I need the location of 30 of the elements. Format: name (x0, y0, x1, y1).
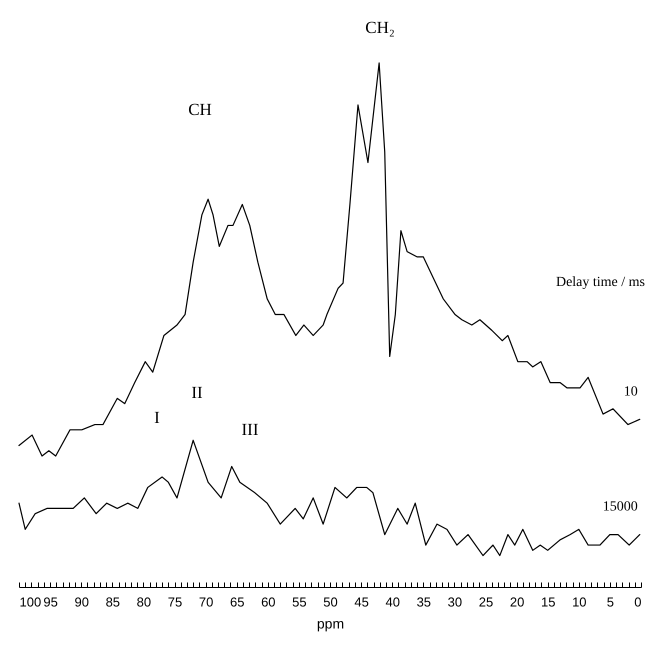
x-tick-label: 20 (510, 594, 524, 610)
annotation: CH (188, 100, 212, 119)
x-tick-label: 15 (540, 594, 556, 610)
annotation: II (191, 383, 203, 402)
x-tick-label: 85 (106, 594, 120, 610)
x-tick-label: 25 (478, 594, 494, 610)
x-tick-label: 0 (634, 594, 642, 610)
x-axis-title: ppm (316, 616, 344, 632)
x-tick-label: 75 (168, 594, 182, 610)
x-tick-label: 70 (198, 594, 214, 610)
x-tick-label: 95 (43, 594, 58, 610)
x-tick-label: 55 (292, 594, 307, 610)
x-tick-label: 100 (20, 594, 42, 610)
x-tick-label: 10 (572, 594, 587, 610)
legend-title: Delay time / ms (556, 275, 645, 290)
x-tick-label: 35 (416, 594, 432, 610)
series-label: 10 (624, 384, 638, 400)
x-tick-label: 45 (354, 594, 369, 610)
x-tick-label: 65 (230, 594, 244, 610)
text: CH₂ (365, 18, 395, 37)
x-tick-label: 30 (448, 594, 462, 610)
x-tick-label: 50 (323, 594, 338, 610)
series-label: 15000 (602, 500, 638, 515)
x-tick-label: 60 (261, 594, 276, 610)
x-tick-label: 40 (385, 594, 400, 610)
x-tick-label: 80 (136, 594, 152, 610)
annotation: III (242, 420, 259, 439)
x-tick-label: 5 (606, 594, 614, 610)
annotation: I (154, 408, 160, 427)
x-tick-label: 90 (74, 594, 89, 610)
